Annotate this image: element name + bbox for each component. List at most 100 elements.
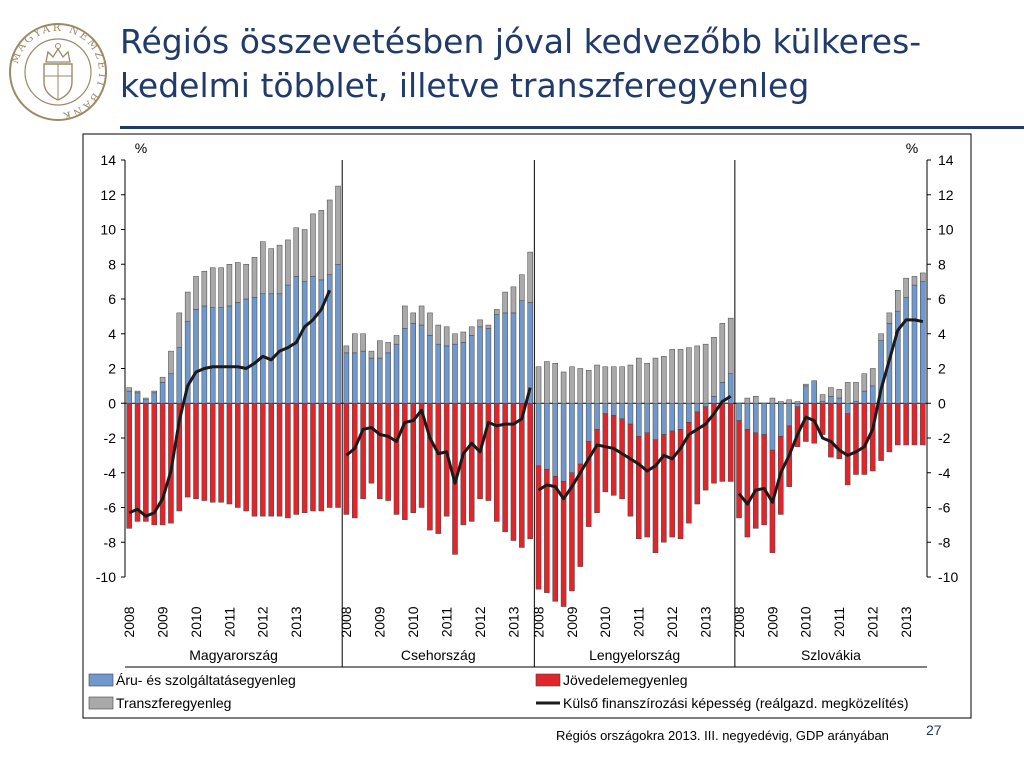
- bar-transfer: [744, 397, 751, 404]
- y-tick-label-right: 10: [938, 222, 954, 238]
- x-year-label: 2011: [831, 607, 847, 637]
- bar-transfer: [477, 319, 483, 328]
- bar-transfer: [268, 248, 274, 295]
- bar-transfer: [502, 291, 508, 314]
- bar-goods-services: [552, 403, 558, 477]
- bar-goods-services: [627, 403, 634, 425]
- bar-transfer: [694, 345, 701, 404]
- title-rule: [120, 126, 1024, 129]
- bar-income: [711, 403, 717, 484]
- bar-goods-services: [778, 403, 784, 437]
- bar-transfer: [661, 356, 667, 404]
- country-label: Lengyelország: [589, 647, 680, 663]
- bar-transfer: [168, 350, 174, 374]
- bar-transfer: [402, 305, 408, 329]
- bar-goods-services: [310, 276, 316, 404]
- bar-income: [527, 403, 533, 540]
- bar-income: [661, 434, 667, 543]
- bar-transfer: [134, 390, 141, 394]
- chart-frame: [82, 133, 972, 719]
- bar-income: [819, 403, 826, 435]
- bar-transfer: [853, 382, 859, 402]
- mnb-logo: MAGYAR NEMZETI BANK: [9, 22, 107, 122]
- x-year-label: 2011: [438, 607, 454, 637]
- bar-goods-services: [836, 397, 843, 404]
- bar-goods-services: [594, 403, 600, 430]
- bar-goods-services: [686, 403, 692, 423]
- bar-goods-services: [661, 403, 667, 435]
- bar-income: [535, 465, 542, 590]
- bar-goods-services: [226, 305, 233, 404]
- bar-income: [585, 441, 592, 527]
- bar-income: [869, 403, 876, 472]
- bar-transfer: [569, 366, 575, 404]
- y-tick-label-right: -6: [938, 500, 951, 516]
- bar-transfer: [260, 241, 266, 295]
- bar-income: [184, 403, 191, 498]
- legend-label-transfer: Transzferegyenleg: [116, 695, 231, 711]
- bar-goods-services: [644, 403, 650, 434]
- bar-goods-services: [410, 323, 416, 404]
- bar-income: [393, 403, 400, 515]
- bar-goods-services: [377, 357, 383, 404]
- bar-goods-services: [803, 385, 809, 404]
- bar-income: [418, 403, 425, 508]
- bar-goods-services: [235, 302, 241, 404]
- bar-transfer: [702, 343, 709, 404]
- bar-goods-services: [351, 352, 358, 404]
- bar-transfer: [519, 274, 525, 301]
- legend-label-net-lending: Külső finanszírozási képesség (reálgazd.…: [563, 695, 909, 711]
- page-number: 27: [926, 722, 942, 738]
- bar-income: [844, 413, 851, 486]
- bar-transfer: [577, 368, 584, 404]
- bar-transfer: [836, 389, 843, 399]
- bar-goods-services: [585, 403, 592, 442]
- bar-income: [602, 413, 609, 493]
- bar-goods-services: [285, 284, 291, 404]
- bar-transfer: [610, 366, 617, 404]
- bar-transfer: [301, 229, 308, 282]
- bar-income: [276, 403, 283, 517]
- bar-goods-services: [636, 403, 642, 437]
- bar-transfer: [560, 371, 567, 404]
- bar-income: [761, 434, 767, 526]
- x-year-label: 2013: [288, 606, 304, 637]
- y-tick-label-right: 12: [938, 187, 954, 203]
- x-year-label: 2013: [505, 606, 521, 637]
- bar-goods-services: [786, 403, 792, 427]
- bar-income: [652, 439, 659, 553]
- bar-income: [385, 403, 391, 501]
- bar-transfer: [351, 333, 358, 354]
- bar-goods-services: [452, 343, 458, 404]
- bar-transfer: [652, 357, 659, 404]
- bar-goods-services: [861, 390, 868, 404]
- bar-income: [143, 403, 149, 522]
- bar-income: [343, 403, 350, 515]
- bar-goods-services: [694, 403, 701, 413]
- bar-goods-services: [477, 326, 483, 404]
- bar-goods-services: [427, 335, 433, 404]
- bar-transfer: [293, 227, 300, 277]
- x-year-label: 2013: [898, 606, 914, 637]
- bar-transfer: [410, 312, 416, 324]
- bar-transfer: [494, 309, 500, 315]
- bar-transfer: [326, 199, 333, 275]
- bar-goods-services: [318, 279, 325, 404]
- bar-transfer: [627, 364, 634, 404]
- country-label: Magyarország: [189, 647, 278, 663]
- bar-income: [201, 403, 208, 501]
- y-tick-label-right: -8: [938, 534, 951, 550]
- bar-transfer: [828, 387, 834, 397]
- bar-income: [494, 403, 500, 522]
- legend-swatch-transfer: [88, 696, 114, 710]
- bar-transfer: [869, 368, 876, 387]
- bar-income: [694, 411, 701, 505]
- bar-transfer: [251, 257, 258, 298]
- bar-goods-services: [652, 403, 659, 440]
- bar-income: [702, 406, 709, 491]
- net-lending-line: [128, 289, 332, 518]
- y-tick-label-right: 8: [938, 256, 946, 272]
- x-year-label: 2012: [664, 606, 680, 637]
- bar-transfer: [159, 376, 166, 383]
- x-year-label: 2009: [564, 606, 580, 637]
